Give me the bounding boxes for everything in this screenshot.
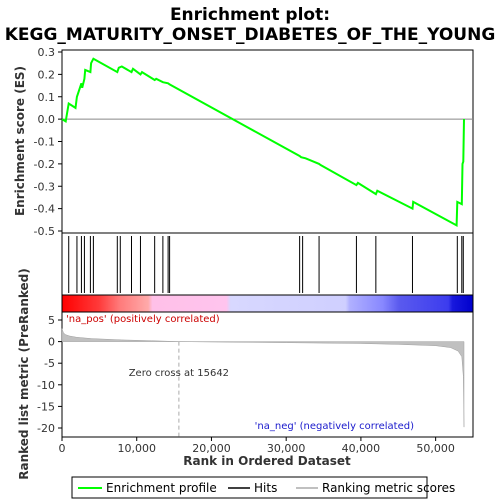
es-y-tick-label: -0.5 [34,225,55,238]
ranked-y-tick-label: 0 [48,336,55,349]
es-y-tick-label: 0.3 [38,46,56,59]
es-y-tick-label: -0.2 [34,158,55,171]
enrichment-profile-line [61,57,465,228]
ranked-y-axis: 5 0 -5 -10 -15 -20 [37,314,62,435]
es-y-tick-label: 0.0 [38,113,56,126]
es-y-tick-label: 0.2 [38,68,56,81]
es-y-tick-label: -0.1 [34,136,55,149]
es-panel-frame [61,49,474,234]
ranked-x-tick-label: 20,000 [192,442,231,455]
ranked-y-tick-label: -20 [37,422,55,435]
legend-ranking-metric-label: Ranking metric scores [322,481,455,495]
hits-markers [68,236,464,293]
legend-hits-label: Hits [254,481,277,495]
ranked-y-axis-label: Ranked list metric (PreRanked) [17,268,31,480]
ranked-y-tick-label: -15 [37,400,55,413]
es-y-axis: 0.3 0.2 0.1 0.0 -0.1 -0.2 -0.3 -0.4 -0.5 [34,46,62,238]
chart-title-line-2: KEGG_MATURITY_ONSET_DIABETES_OF_THE_YOUN… [5,25,496,45]
ranking-metric-area [61,328,465,428]
ranked-panel-frame [61,311,474,438]
chart-title-line-1: Enrichment plot: [170,5,330,25]
ranking-color-bar [61,294,474,313]
hits-panel-frame [61,232,474,296]
es-y-axis-label: Enrichment score (ES) [13,66,27,216]
ranked-x-tick-label: 50,000 [416,442,455,455]
ranked-x-tick-label: 0 [59,442,66,455]
ranked-x-axis-label: Rank in Ordered Dataset [183,454,351,468]
es-y-tick-label: -0.3 [34,180,55,193]
ranked-x-tick-label: 30,000 [267,442,306,455]
es-y-tick-label: 0.1 [38,91,56,104]
es-y-tick-label: -0.4 [34,203,55,216]
legend-enrichment-profile-label: Enrichment profile [106,481,217,495]
negative-correlation-label: 'na_neg' (negatively correlated) [255,421,414,432]
zero-cross-label: Zero cross at 15642 [129,368,229,379]
ranked-x-tick-label: 10,000 [117,442,156,455]
ranked-y-tick-label: 5 [48,314,55,327]
ranked-x-tick-label: 40,000 [342,442,381,455]
positive-correlation-label: 'na_pos' (positively correlated) [66,314,220,325]
ranked-x-axis: 0 10,000 20,000 30,000 40,000 50,000 [59,437,455,455]
ranked-y-tick-label: -10 [37,379,55,392]
ranked-y-tick-label: -5 [44,357,55,370]
